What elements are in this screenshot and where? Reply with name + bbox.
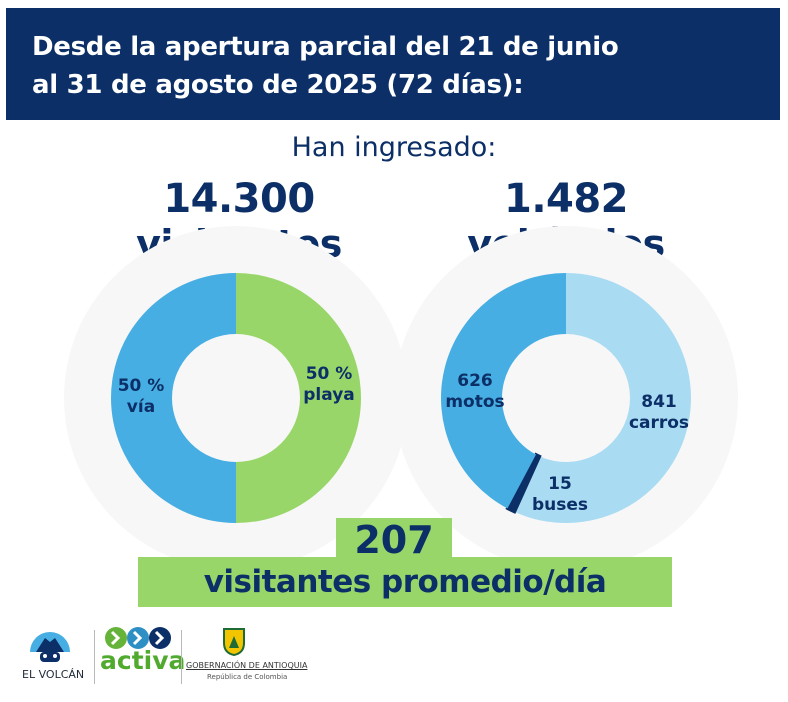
vehicles-donut bbox=[441, 273, 691, 523]
slice-name-buses: buses bbox=[531, 495, 589, 515]
slice-value-playa: 50 % bbox=[305, 364, 353, 384]
slice-motos bbox=[441, 273, 566, 509]
header-banner: Desde la apertura parcial del 21 de juni… bbox=[6, 8, 780, 120]
subtitle: Han ingresado: bbox=[291, 132, 497, 163]
slice-carros bbox=[514, 273, 691, 523]
el-volcan-logo-icon bbox=[30, 632, 70, 662]
gobernacion-sub-text: República de Colombia bbox=[207, 673, 288, 681]
logo-divider-2 bbox=[181, 630, 182, 684]
antioquia-shield-icon bbox=[223, 628, 245, 656]
el-volcan-logo-text: EL VOLCÁN bbox=[22, 668, 85, 681]
visitors-total: 14.300 bbox=[163, 176, 315, 222]
slice-name-carros: carros bbox=[628, 413, 690, 433]
header-title-line-1: Desde la apertura parcial del 21 de juni… bbox=[32, 32, 619, 62]
slice-name-motos: motos bbox=[445, 392, 505, 412]
slice-value-carros: 841 bbox=[641, 392, 677, 412]
slice-value-buses: 15 bbox=[548, 474, 572, 494]
slice-buses bbox=[505, 452, 542, 514]
slice-playa bbox=[236, 273, 361, 523]
logo-divider-1 bbox=[94, 630, 95, 684]
activa-logo-text: activa bbox=[100, 646, 186, 675]
slice-label-playa: 50 % playa bbox=[284, 364, 374, 406]
slice-value-motos: 626 bbox=[457, 371, 493, 391]
slice-via bbox=[111, 273, 236, 523]
slice-label-buses: 15 buses bbox=[515, 474, 605, 516]
slice-name-playa: playa bbox=[303, 385, 355, 405]
gobernacion-logo-text: GOBERNACIÓN DE ANTIOQUIA bbox=[186, 661, 308, 670]
activa-chevrons-icon bbox=[105, 627, 171, 649]
visitors-donut bbox=[111, 273, 361, 523]
slice-label-carros: 841 carros bbox=[614, 392, 704, 434]
slice-value-via: 50 % bbox=[117, 376, 165, 396]
slice-name-via: vía bbox=[126, 397, 156, 417]
slice-label-via: 50 % vía bbox=[96, 376, 186, 418]
slice-label-motos: 626 motos bbox=[430, 371, 520, 413]
average-value: 207 bbox=[336, 518, 452, 562]
average-label: visitantes promedio/día bbox=[138, 557, 672, 607]
vehicles-total: 1.482 bbox=[503, 176, 629, 222]
header-title-line-2: al 31 de agosto de 2025 (72 días): bbox=[32, 70, 524, 100]
